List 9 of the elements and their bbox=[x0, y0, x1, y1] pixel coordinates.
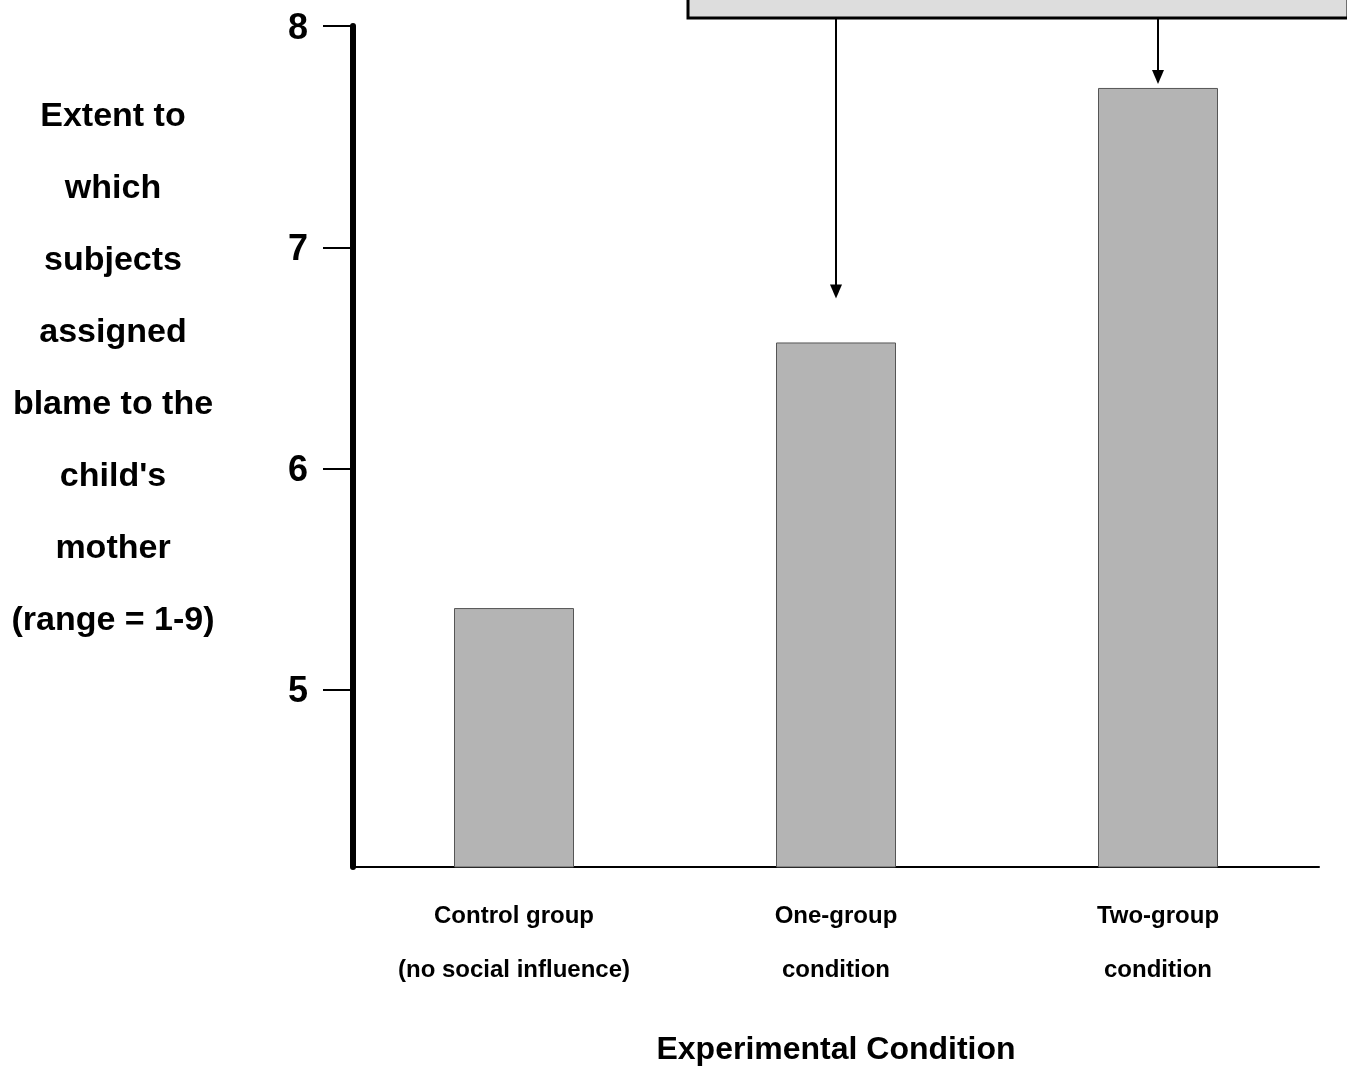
y-tick-label: 7 bbox=[287, 226, 308, 268]
x-tick-label: One-group condition bbox=[774, 900, 898, 982]
y-tick-label: 6 bbox=[287, 448, 308, 490]
x-tick-label: Control group (no social influence) bbox=[397, 900, 631, 982]
x-axis-title: Experimental Condition bbox=[656, 1030, 1016, 1066]
x-tick-label: Two-group condition bbox=[1096, 900, 1220, 982]
y-tick-label: 5 bbox=[287, 669, 308, 711]
y-tick-label: 8 bbox=[287, 5, 308, 47]
y-axis-title: Extent to which subjects assigned blame to the child's mother (range = 1-9) bbox=[10, 94, 216, 639]
